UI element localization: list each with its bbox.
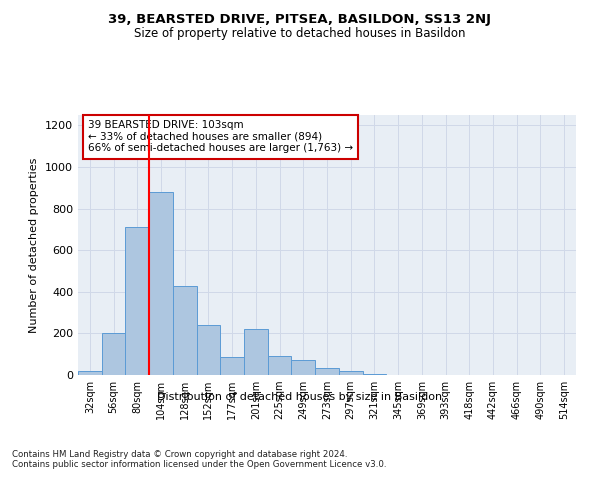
- Bar: [315, 368, 339, 375]
- Bar: [197, 325, 220, 375]
- Bar: [220, 358, 244, 375]
- Bar: [339, 371, 362, 375]
- Bar: [362, 374, 386, 375]
- Text: 39, BEARSTED DRIVE, PITSEA, BASILDON, SS13 2NJ: 39, BEARSTED DRIVE, PITSEA, BASILDON, SS…: [109, 12, 491, 26]
- Bar: [78, 371, 102, 375]
- Bar: [268, 356, 292, 375]
- Bar: [125, 228, 149, 375]
- Bar: [102, 334, 125, 375]
- Bar: [173, 286, 197, 375]
- Text: Size of property relative to detached houses in Basildon: Size of property relative to detached ho…: [134, 28, 466, 40]
- Text: Distribution of detached houses by size in Basildon: Distribution of detached houses by size …: [157, 392, 443, 402]
- Y-axis label: Number of detached properties: Number of detached properties: [29, 158, 40, 332]
- Bar: [149, 192, 173, 375]
- Text: Contains HM Land Registry data © Crown copyright and database right 2024.
Contai: Contains HM Land Registry data © Crown c…: [12, 450, 386, 469]
- Bar: [292, 360, 315, 375]
- Text: 39 BEARSTED DRIVE: 103sqm
← 33% of detached houses are smaller (894)
66% of semi: 39 BEARSTED DRIVE: 103sqm ← 33% of detac…: [88, 120, 353, 154]
- Bar: [244, 329, 268, 375]
